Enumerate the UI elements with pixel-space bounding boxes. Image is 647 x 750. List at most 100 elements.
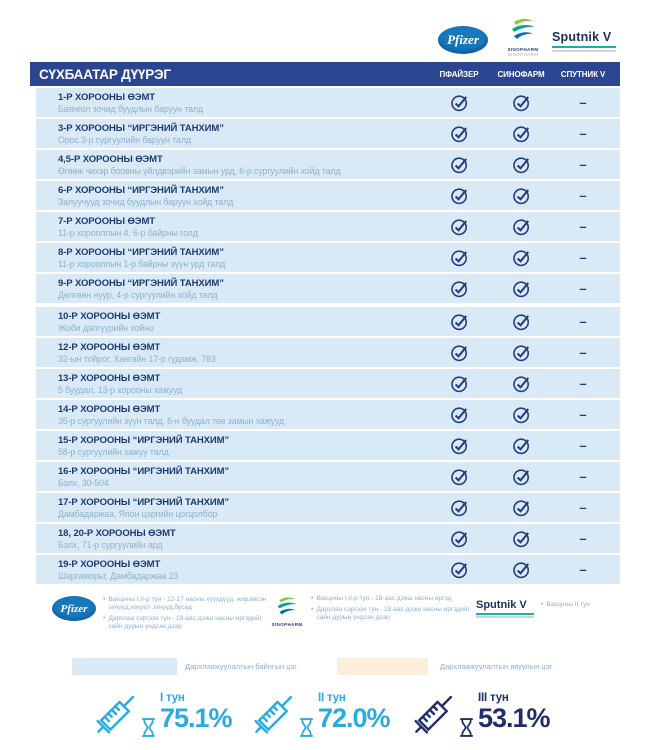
table-row: 9-Р ХОРООНЫ “ИРГЭНИЙ ТАНХИМ” Дөлгөөн нуу… [36,274,620,303]
check-circle-icon [512,438,529,455]
table-row: 13-Р ХОРООНЫ ӨЭМТ 5 буудал, 13-р хорооны… [36,369,620,398]
location-subtitle: 5 буудал, 13-р хорооны хажууд [58,384,183,395]
check-circle-icon [450,376,467,393]
pfizer-cell [428,529,490,548]
dash-icon: – [579,406,587,422]
location-text: 18, 20-Р ХОРООНЫ ӨЭМТ Бэлх, 71-р сургуул… [36,528,428,550]
dose-stat-icons [246,684,314,740]
column-header-pfizer: ПФАЙЗЕР [439,69,479,79]
footnote-item: • Вакцины II тун [541,601,590,608]
check-circle-icon [512,250,529,267]
hourglass-icon [141,718,156,737]
column-header-sputnik: СПУТНИК V [560,69,606,79]
sinopharm-cell [490,529,552,548]
location-text: 4,5-Р ХОРООНЫ ӨЭМТ Өгөөж чихэр боовны үй… [36,154,428,176]
footnote-item: • Вакцины I,II-р тун - 18-аас дээш насны … [311,595,452,602]
check-circle-icon [512,531,529,548]
location-title: 8-Р ХОРООНЫ “ИРГЭНИЙ ТАНХИМ” [58,246,224,258]
sputnikv-tagline-bar [552,50,616,52]
pfizer-cell [428,343,490,362]
sputnik-cell: – [552,530,614,546]
column-header-sinopharm: СИНОФАРМ [497,69,545,79]
location-title: 13-Р ХОРООНЫ ӨЭМТ [58,372,161,384]
dose-label: I тун [160,692,185,704]
sputnik-cell: – [552,220,614,233]
location-subtitle: 32-ын тойрог, Хангайн 17-р гудамж, 783 [58,353,216,364]
sputnik-cell: – [552,251,614,264]
bullet-icon: • [311,606,314,613]
sputnik-cell: – [552,189,614,202]
dose-stat: II тун 72.0% [246,684,391,740]
location-text: 12-Р ХОРООНЫ ӨЭМТ 32-ын тойрог, Хангайн … [36,342,428,364]
dose-stat-icons [88,684,156,740]
sinopharm-cell [490,467,552,486]
bullet-icon: • [311,595,314,602]
legend-swatch [72,658,177,675]
check-circle-icon [450,188,467,205]
sinopharm-logo-small-caption: SINOPHARM [271,622,303,627]
sinopharm-footnote-list: • Вакцины I,II-р тун - 18-аас дээш насны … [311,595,479,625]
table-row: 14-Р ХОРООНЫ ӨЭМТ 35-р сургуулийн зүүн т… [36,400,620,429]
table-row: 6-Р ХОРООНЫ “ИРГЭНИЙ ТАНХИМ” Залуучууд з… [36,181,620,210]
location-title: 19-Р ХОРООНЫ ӨЭМТ [58,558,161,570]
location-title: 16-Р ХОРООНЫ “ИРГЭНИЙ ТАНХИМ” [58,465,230,477]
pfizer-logo-text: Pfizer [447,32,479,47]
location-subtitle: Жоби дэлгүүрийн хойно [58,322,154,333]
check-circle-icon [450,126,467,143]
sputnik-cell: – [552,563,614,576]
sputnik-footnote-list: • Вакцины II тун [541,601,631,612]
location-text: 1-Р ХОРООНЫ ӨЭМТ Баянгол зочид буудлын б… [36,92,428,114]
location-subtitle: 58-р сургуулийн хажуу талд [58,446,169,457]
sinopharm-cell [490,560,552,579]
sputnikv-wordmark-small: Sputnik V [476,599,527,611]
location-subtitle: Шаргаморьт, Дамбадаржаа 23 [58,570,179,581]
dash-icon: – [579,344,587,360]
sputnik-cell: – [552,406,614,422]
check-circle-icon [512,95,529,112]
table-row: 19-Р ХОРООНЫ ӨЭМТ Шаргаморьт, Дамбадаржа… [36,555,620,584]
sinopharm-cell [490,124,552,143]
sinopharm-cell [490,374,552,393]
bullet-icon: • [103,615,106,622]
sinopharm-cell [490,312,552,331]
location-subtitle: 11-р хорооллын 4, 6-р байрны голд [58,227,198,238]
location-subtitle: Дамбадаржаа, Япон цэргийн цогцолбор [58,508,218,519]
sputnik-cell: – [552,437,614,453]
pfizer-cell [428,93,490,112]
check-circle-icon [512,126,529,143]
pfizer-cell [428,248,490,267]
check-circle-icon [512,188,529,205]
table-header: СҮХБААТАР ДҮҮРЭГ ПФАЙЗЕР СИНОФАРМ СПУТНИ… [30,62,620,86]
dose-stat-icons [406,684,474,740]
location-subtitle: 35-р сургуулийн зүүн талд, 6-н буудал тө… [58,415,284,426]
dash-icon: – [579,280,587,296]
point-type-legend: Дархлаажуулалтын байнгын цэг Дархлаажуула… [0,658,647,680]
table-row: 10-Р ХОРООНЫ ӨЭМТ Жоби дэлгүүрийн хойно … [36,307,620,336]
check-circle-icon [450,531,467,548]
pfizer-cell [428,312,490,331]
dash-icon: – [579,437,587,453]
pfizer-logo-small: Pfizer [52,596,96,621]
check-circle-icon [512,500,529,517]
sinopharm-cell [490,405,552,424]
pfizer-footnote: Pfizer • Вакцины I,II-р тун - 12-17 насны… [52,596,271,634]
location-title: 17-Р ХОРООНЫ “ИРГЭНИЙ ТАНХИМ” [58,496,230,508]
dose-stat: III тун 53.1% [406,684,551,740]
dash-icon: – [579,530,587,546]
location-title: 4,5-Р ХОРООНЫ ӨЭМТ [58,153,163,165]
sinopharm-cell [490,217,552,236]
syringe-icon [96,695,135,734]
table-row: 15-Р ХОРООНЫ “ИРГЭНИЙ ТАНХИМ” 58-р сургу… [36,431,620,460]
sinopharm-cell [490,186,552,205]
sinopharm-logo-caption: SINOPHARM SINOPHARM [507,47,539,57]
location-title: 14-Р ХОРООНЫ ӨЭМТ [58,403,161,415]
location-title: 7-Р ХОРООНЫ ӨЭМТ [58,215,155,227]
check-circle-icon [450,469,467,486]
sinopharm-cell [490,498,552,517]
location-title: 6-Р ХОРООНЫ “ИРГЭНИЙ ТАНХИМ” [58,184,224,196]
pfizer-cell [428,124,490,143]
footnote-item: • Вакцины I,II-р тун - 12-17 насны хүүхдү… [103,596,267,611]
location-subtitle: Баянгол зочид буудлын баруун талд [58,103,203,114]
location-text: 14-Р ХОРООНЫ ӨЭМТ 35-р сургуулийн зүүн т… [36,404,428,426]
